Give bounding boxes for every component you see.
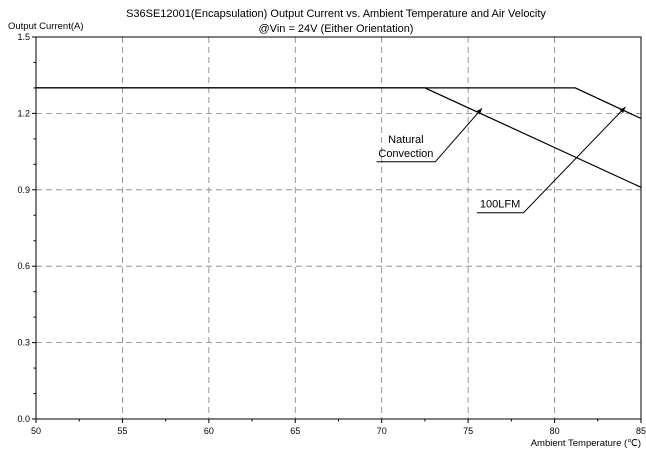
data-series — [36, 87, 642, 188]
x-tick-label: 80 — [550, 426, 560, 436]
chart-subtitle: @Vin = 24V (Either Orientation) — [259, 23, 414, 35]
x-tick-label: 55 — [117, 426, 127, 436]
leader-line — [476, 106, 626, 214]
grid-lines — [36, 37, 641, 419]
y-tick-label: 0.0 — [17, 414, 30, 424]
y-tick-label: 0.9 — [17, 185, 30, 195]
x-tick-labels: 50 55 60 65 70 75 80 85 — [31, 426, 646, 436]
y-tick-labels: 0.0 0.3 0.6 0.9 1.2 1.5 — [17, 32, 30, 424]
leader-line — [376, 107, 483, 163]
x-tick-label: 60 — [204, 426, 214, 436]
x-tick-label: 75 — [463, 426, 473, 436]
x-tick-label: 85 — [636, 426, 646, 436]
y-tick-label: 0.3 — [17, 338, 30, 348]
series-line — [36, 87, 642, 188]
axis-ticks — [32, 36, 642, 423]
leader-arrowhead — [476, 108, 482, 115]
x-tick-label: 70 — [377, 426, 387, 436]
chart-title: S36SE12001(Encapsulation) Output Current… — [126, 8, 546, 20]
plot-frame — [35, 36, 642, 420]
annotation-label: 100LFM — [480, 199, 520, 211]
x-axis-label: Ambient Temperature (℃) — [531, 438, 641, 449]
annotation-label: Convection — [378, 148, 433, 160]
leader-arrowhead — [619, 107, 626, 114]
y-tick-label: 0.6 — [17, 261, 30, 271]
y-tick-label: 1.5 — [17, 32, 30, 42]
y-axis-label: Output Current(A) — [8, 21, 84, 32]
y-tick-label: 1.2 — [17, 108, 30, 118]
annotations: Natural Convection 100LFM — [376, 106, 626, 214]
annotation-label: Natural — [388, 134, 423, 146]
x-tick-label: 65 — [290, 426, 300, 436]
series-line — [36, 87, 642, 120]
x-tick-label: 50 — [31, 426, 41, 436]
